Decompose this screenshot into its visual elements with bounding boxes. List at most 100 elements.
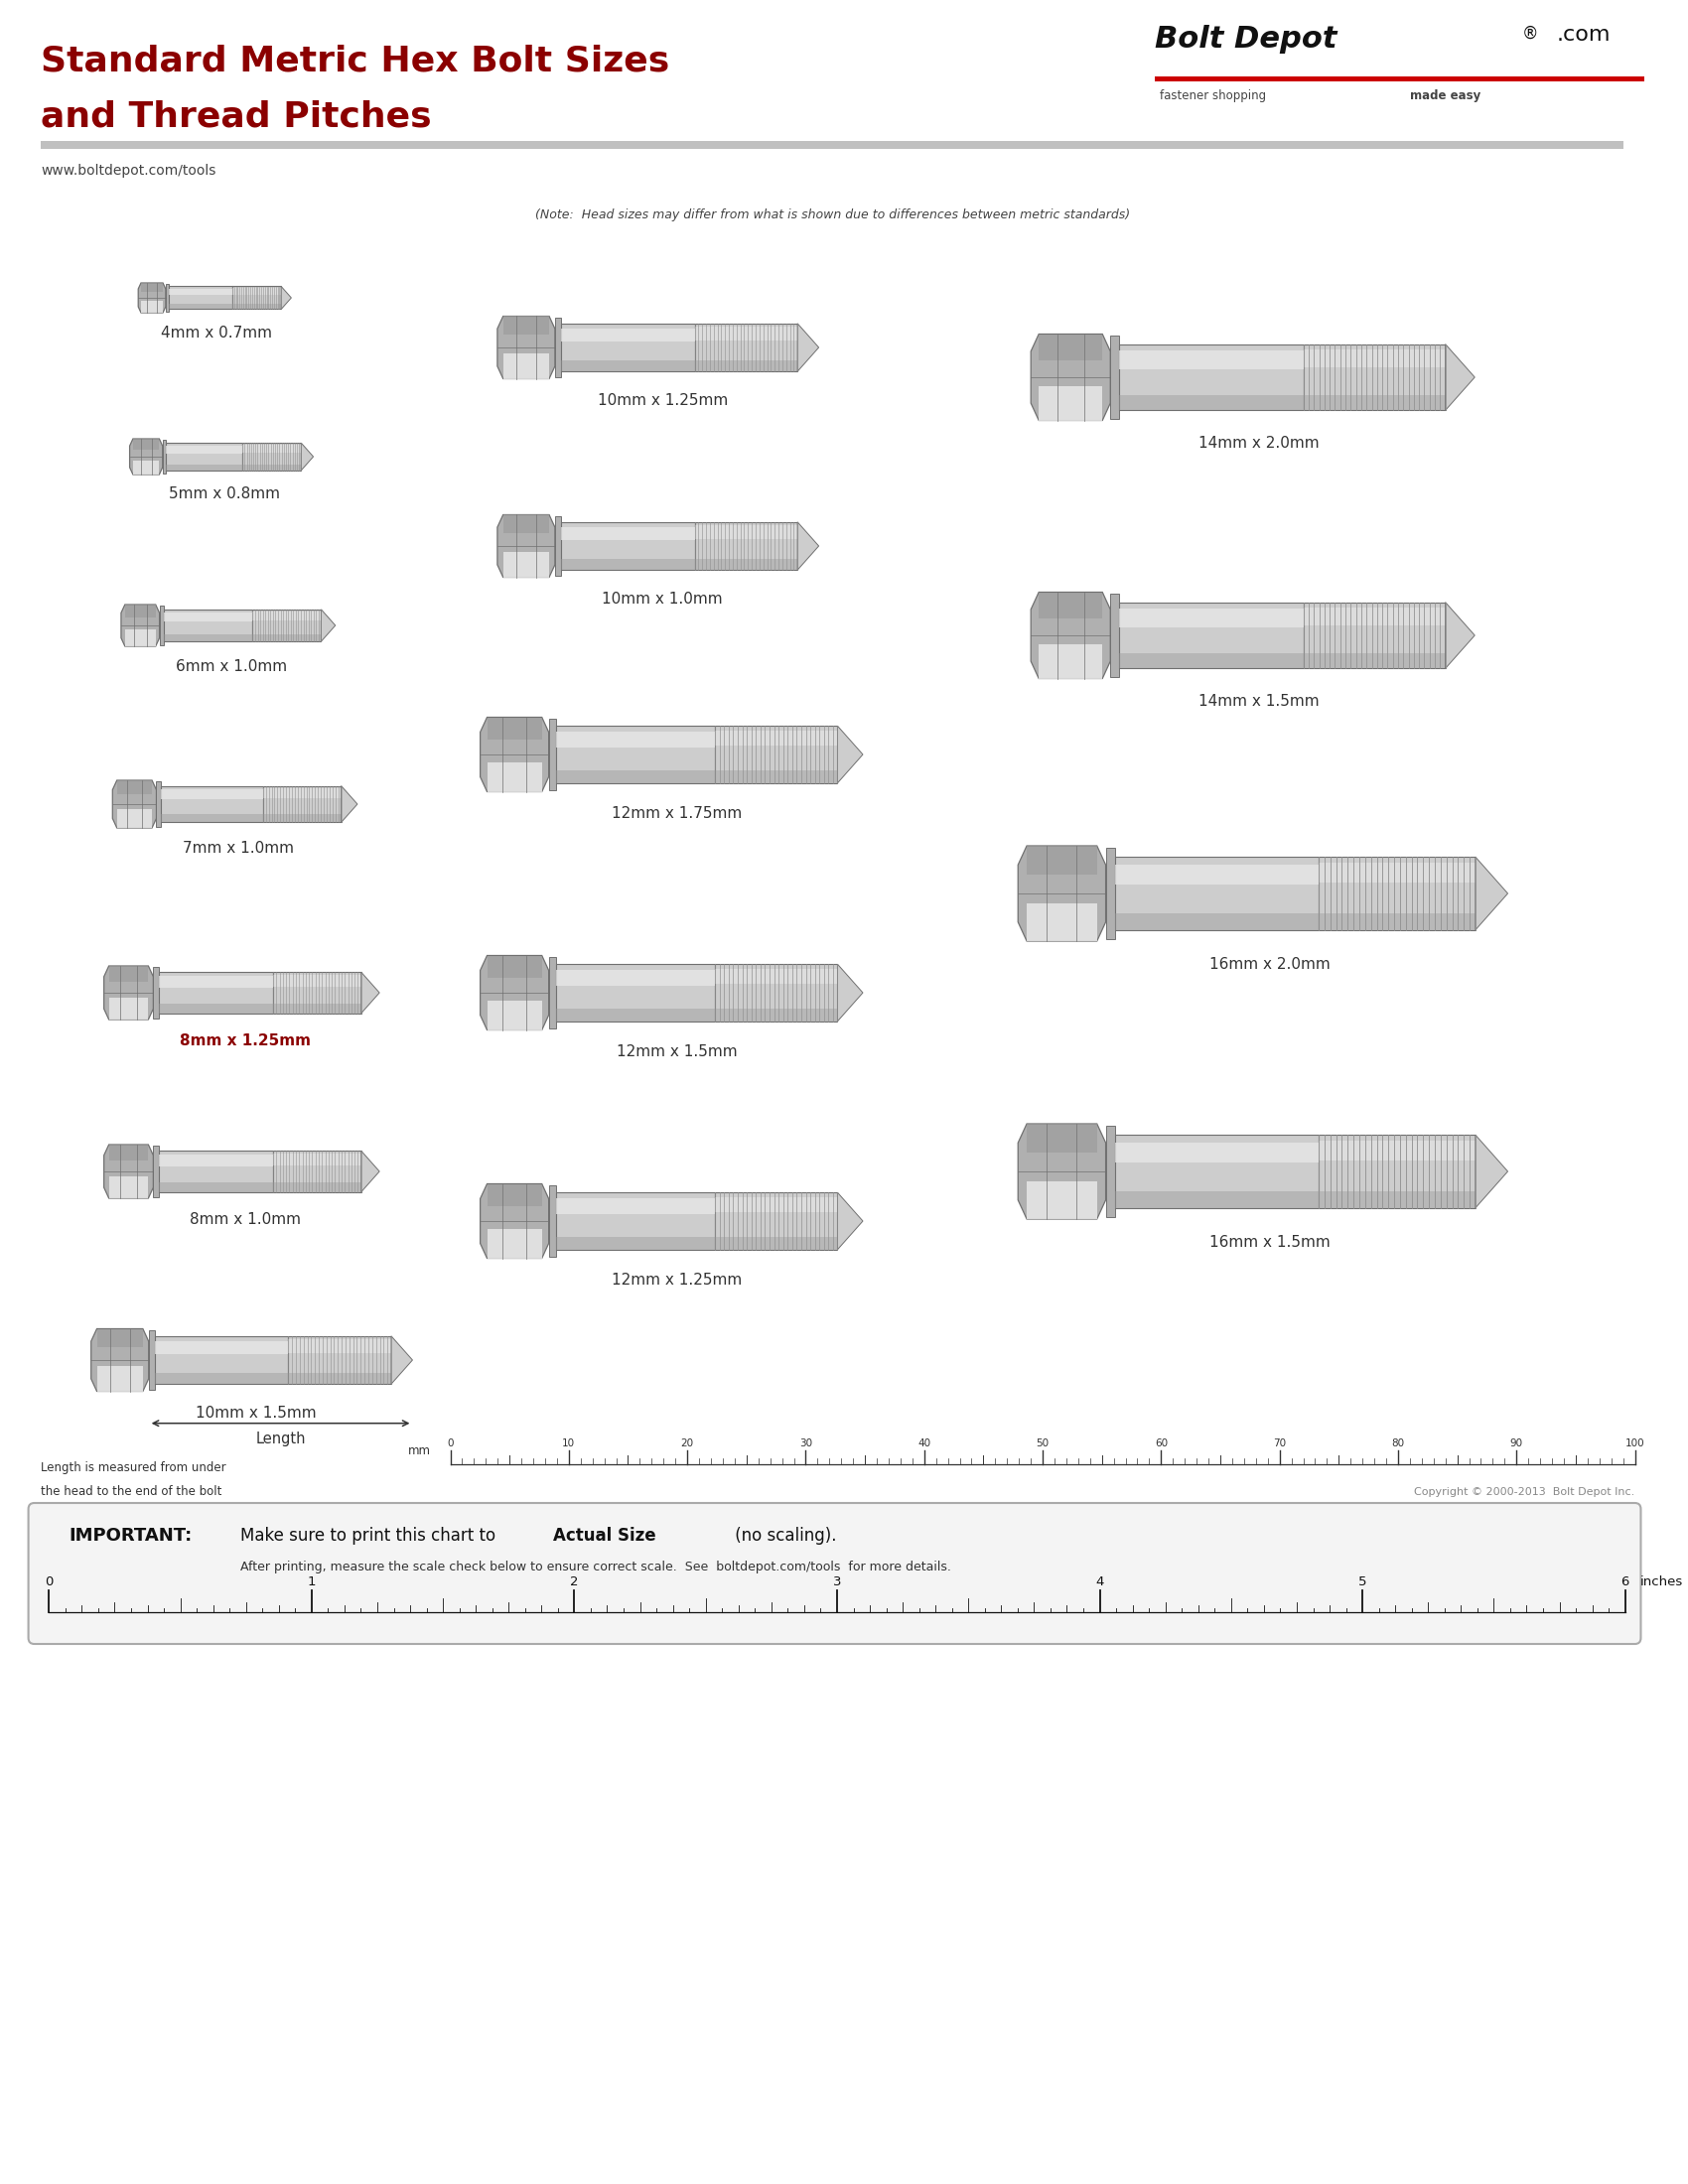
FancyBboxPatch shape [29, 1503, 1641, 1645]
Polygon shape [1031, 592, 1111, 679]
Bar [1106, 1125, 1116, 1216]
Text: 70: 70 [1273, 1439, 1286, 1448]
Polygon shape [1026, 845, 1097, 874]
Bar [1116, 1142, 1318, 1162]
Bar [273, 1005, 361, 1013]
Polygon shape [116, 780, 152, 795]
Text: 14mm x 1.5mm: 14mm x 1.5mm [1198, 695, 1320, 710]
Bar [555, 1192, 716, 1249]
Text: 10mm x 1.25mm: 10mm x 1.25mm [598, 393, 728, 408]
Text: 6: 6 [1620, 1575, 1629, 1588]
Text: 90: 90 [1511, 1439, 1523, 1448]
Bar [154, 968, 159, 1018]
Text: 12mm x 1.25mm: 12mm x 1.25mm [611, 1273, 743, 1289]
Polygon shape [1026, 1125, 1097, 1153]
Text: 20: 20 [680, 1439, 694, 1448]
Polygon shape [96, 1328, 143, 1348]
Polygon shape [1445, 603, 1475, 668]
Bar [169, 304, 233, 310]
Bar [164, 633, 253, 642]
Text: 8mm x 1.25mm: 8mm x 1.25mm [181, 1033, 311, 1048]
Polygon shape [300, 443, 314, 470]
Bar [1119, 395, 1303, 411]
Text: Length: Length [255, 1431, 306, 1446]
Polygon shape [361, 1151, 380, 1192]
Bar [233, 304, 282, 310]
Bar [159, 1005, 273, 1013]
Bar [549, 719, 555, 791]
Polygon shape [1445, 345, 1475, 411]
Text: 50: 50 [1036, 1439, 1050, 1448]
Bar [716, 1197, 837, 1212]
Text: 30: 30 [798, 1439, 812, 1448]
Bar [160, 815, 263, 823]
Text: 7mm x 1.0mm: 7mm x 1.0mm [182, 841, 294, 856]
Text: IMPORTANT:: IMPORTANT: [69, 1527, 192, 1544]
Bar [165, 465, 243, 470]
Polygon shape [488, 716, 542, 740]
Bar [555, 970, 716, 985]
Polygon shape [1026, 902, 1097, 941]
Bar [549, 957, 555, 1029]
Bar [1119, 653, 1303, 668]
Polygon shape [479, 716, 549, 793]
Bar [1116, 1136, 1318, 1208]
Text: 40: 40 [918, 1439, 930, 1448]
Bar [41, 142, 1624, 149]
Polygon shape [130, 439, 162, 474]
Bar [160, 788, 263, 799]
Bar [560, 526, 695, 539]
Bar [1119, 609, 1303, 627]
Bar [154, 1147, 159, 1197]
Text: 14mm x 2.0mm: 14mm x 2.0mm [1198, 437, 1320, 452]
Bar [159, 1184, 273, 1192]
Text: inches: inches [1639, 1575, 1683, 1588]
Polygon shape [1018, 845, 1106, 941]
Bar [159, 1155, 273, 1166]
Bar [149, 1330, 155, 1389]
Bar [716, 963, 837, 1022]
Polygon shape [116, 808, 152, 828]
Polygon shape [837, 725, 863, 784]
Bar [1318, 1140, 1475, 1160]
Bar [1303, 607, 1445, 625]
Bar [1318, 1136, 1475, 1208]
Text: (Note:  Head sizes may differ from what is shown due to differences between metr: (Note: Head sizes may differ from what i… [535, 207, 1129, 221]
Polygon shape [488, 762, 542, 793]
Text: 5mm x 0.8mm: 5mm x 0.8mm [169, 487, 280, 502]
Bar [233, 286, 282, 310]
Polygon shape [503, 553, 549, 577]
Bar [253, 633, 321, 642]
Bar [165, 446, 243, 454]
Text: Make sure to print this chart to: Make sure to print this chart to [240, 1527, 500, 1544]
Bar [695, 526, 797, 539]
Bar [1155, 76, 1644, 81]
Bar [695, 559, 797, 570]
Polygon shape [498, 317, 555, 378]
Bar [273, 976, 361, 987]
Bar [1116, 856, 1318, 930]
Polygon shape [142, 284, 164, 293]
Polygon shape [1038, 334, 1102, 360]
Polygon shape [1026, 1182, 1097, 1219]
Bar [162, 439, 165, 474]
Polygon shape [498, 515, 555, 577]
Bar [555, 1199, 716, 1214]
Text: 16mm x 2.0mm: 16mm x 2.0mm [1209, 957, 1330, 972]
Bar [169, 286, 233, 310]
Bar [263, 788, 341, 799]
Text: 8mm x 1.0mm: 8mm x 1.0mm [189, 1212, 300, 1227]
Polygon shape [108, 1177, 149, 1199]
Bar [1303, 603, 1445, 668]
Polygon shape [1038, 387, 1102, 419]
Polygon shape [503, 354, 549, 378]
Polygon shape [488, 1000, 542, 1031]
Text: 3: 3 [832, 1575, 841, 1588]
Polygon shape [138, 284, 165, 312]
Bar [1318, 913, 1475, 930]
Bar [273, 1151, 361, 1192]
Polygon shape [1475, 856, 1507, 930]
Bar [560, 328, 695, 341]
Bar [1303, 349, 1445, 367]
Bar [1116, 1192, 1318, 1208]
